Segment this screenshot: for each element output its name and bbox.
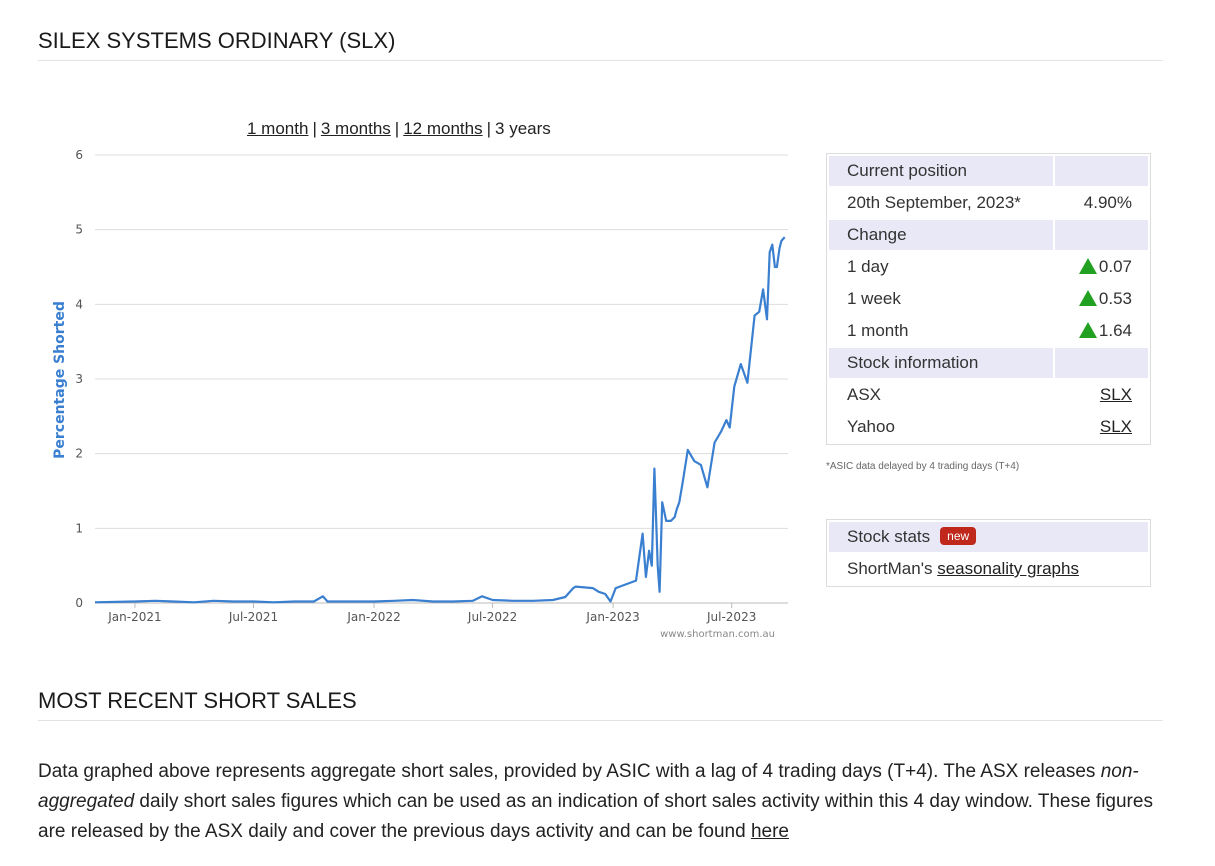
position-info-table: Current position 20th September, 2023* 4… (826, 153, 1151, 445)
stock-info-label-yahoo: Yahoo (847, 417, 895, 436)
y-tick-label: 3 (75, 372, 83, 386)
range-selector: 1 month | 3 months | 12 months | 3 years (247, 119, 551, 138)
asic-delay-footnote: *ASIC data delayed by 4 trading days (T+… (826, 461, 1020, 472)
y-tick-label: 4 (75, 297, 83, 311)
description-part-1: Data graphed above represents aggregate … (38, 761, 1101, 782)
new-badge: new (940, 527, 977, 545)
stock-info-header: Stock information (829, 348, 1054, 378)
x-tick-label: Jul-2023 (706, 610, 756, 624)
y-tick-label: 5 (75, 223, 83, 237)
x-tick-label: Jul-2022 (467, 610, 517, 624)
y-axis-label: Percentage Shorted (52, 301, 68, 459)
x-tick-label: Jan-2023 (585, 610, 639, 624)
change-value-1-week: 0.53 (1098, 289, 1132, 308)
y-tick-label: 2 (75, 447, 83, 461)
recent-short-sales-title: MOST RECENT SHORT SALES (38, 688, 1163, 721)
page-title: SILEX SYSTEMS ORDINARY (SLX) (38, 28, 1163, 61)
up-arrow-icon (1078, 322, 1097, 338)
short-sales-description: Data graphed above represents aggregate … (38, 757, 1168, 847)
y-tick-label: 6 (75, 148, 83, 162)
chart-watermark: www.shortman.com.au (660, 629, 775, 640)
up-arrow-icon (1078, 258, 1097, 274)
change-value-1-month: 1.64 (1098, 321, 1132, 340)
x-tick-label: Jul-2021 (228, 610, 278, 624)
stock-stats-header: Stock stats (847, 527, 931, 546)
stock-stats-table: Stock stats new ShortMan's seasonality gr… (826, 519, 1151, 587)
series-line-percentage-shorted (94, 236, 786, 604)
asx-short-sales-here-link[interactable]: here (750, 821, 789, 842)
current-position-header: Current position (829, 156, 1054, 186)
description-part-2: daily short sales figures which can be u… (38, 791, 1153, 842)
stock-stats-prefix: ShortMan's (847, 559, 933, 578)
range-link-12-months[interactable]: 12 months (403, 119, 483, 138)
chart-grid (95, 154, 788, 608)
change-header: Change (829, 220, 1054, 250)
x-tick-label: Jan-2022 (346, 610, 400, 624)
asx-link[interactable]: SLX (1099, 385, 1132, 404)
x-tick-label: Jan-2021 (107, 610, 161, 624)
stock-info-label-asx: ASX (847, 385, 882, 404)
short-position-chart: 0 1 2 3 4 5 6 Jan-2021 Jul-2021 Jan-2022 Jul-2022… (52, 148, 788, 640)
range-current-3-years: 3 years (495, 119, 551, 138)
change-value-1-day: 0.07 (1098, 257, 1132, 276)
current-position-date: 20th September, 2023* (847, 193, 1021, 212)
y-tick-label: 1 (75, 521, 83, 535)
description-emphasis: non-aggregated (38, 761, 1139, 812)
seasonality-graphs-link[interactable]: seasonality graphs (937, 559, 1079, 578)
change-label-1-month: 1 month (847, 321, 909, 340)
change-label-1-day: 1 day (847, 257, 889, 276)
y-tick-label: 0 (75, 596, 83, 610)
current-position-value: 4.90% (1083, 193, 1132, 212)
up-arrow-icon (1078, 290, 1097, 306)
yahoo-link[interactable]: SLX (1099, 417, 1132, 436)
range-link-3-months[interactable]: 3 months (320, 119, 391, 138)
x-tick-labels: Jan-2021 Jul-2021 Jan-2022 Jul-2022 Jan-2023… (107, 610, 756, 624)
y-tick-labels: 0 1 2 3 4 5 6 (75, 148, 83, 610)
change-label-1-week: 1 week (847, 289, 901, 308)
range-link-1-month[interactable]: 1 month (247, 119, 309, 138)
